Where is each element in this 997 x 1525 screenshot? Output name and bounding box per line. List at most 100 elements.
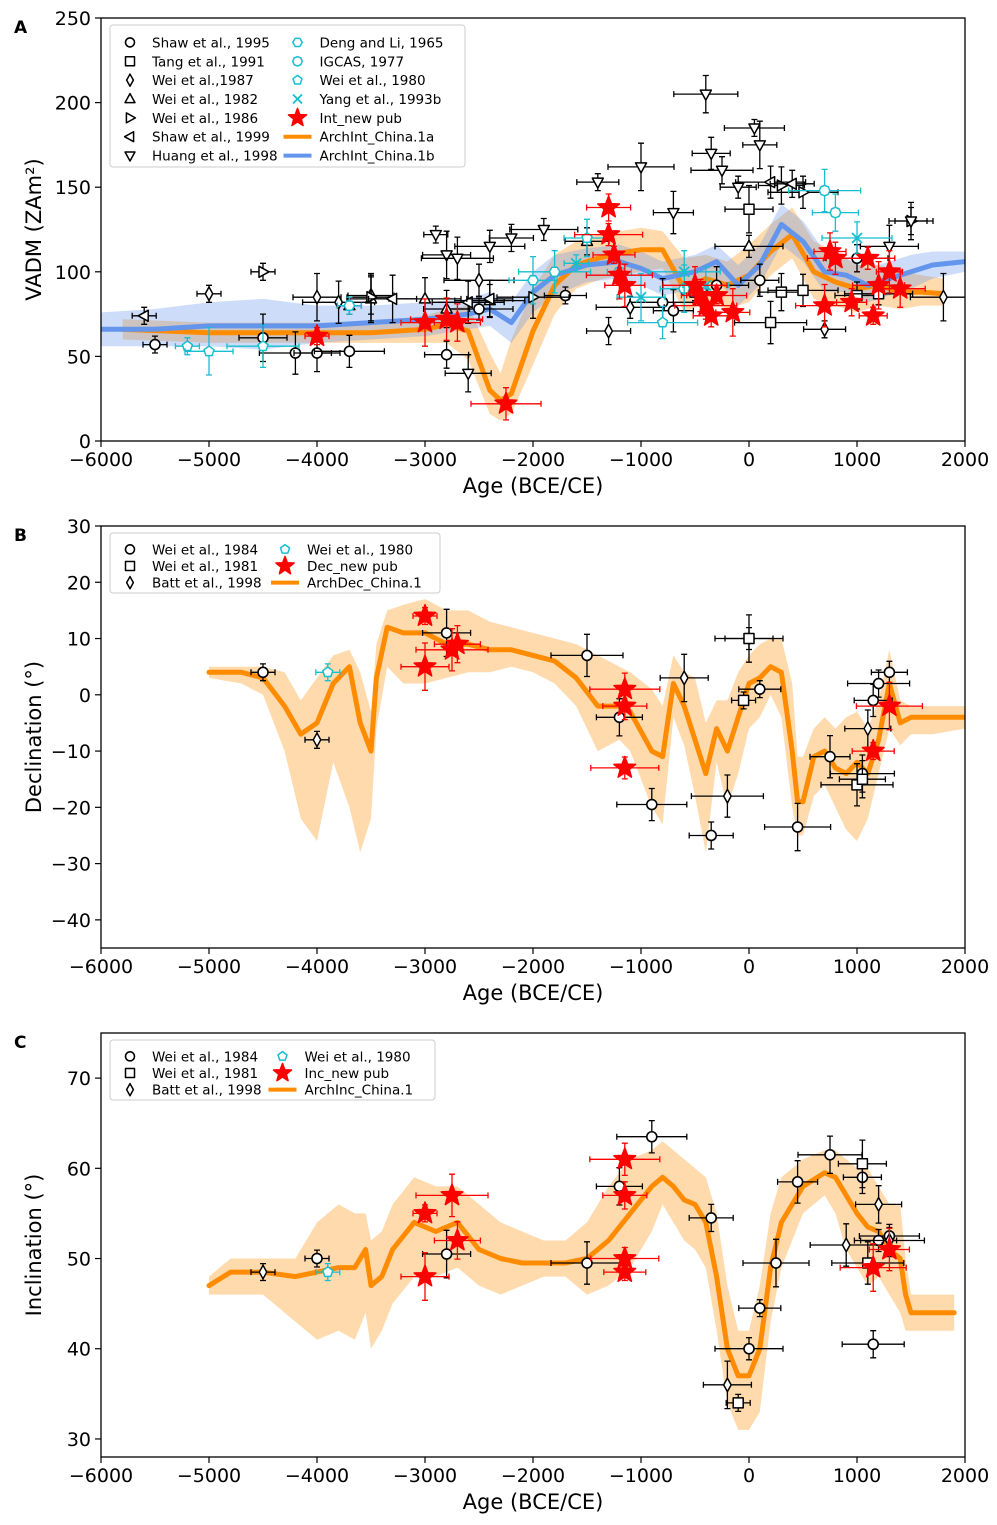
data-point (591, 177, 605, 189)
legend-label: Inc_new pub (305, 1066, 390, 1082)
legend-label: Int_new pub (320, 111, 402, 127)
legend-marker (279, 543, 291, 554)
legend-label: Shaw et al., 1999 (152, 130, 270, 146)
y-tick-label: −10 (51, 741, 91, 763)
data-point (863, 721, 873, 737)
data-point (311, 347, 323, 359)
uncertainty-band (209, 1141, 955, 1430)
data-point (753, 140, 767, 152)
legend-entry: Wei et al., 1980 (292, 73, 426, 89)
data-point (635, 291, 647, 303)
x-tick-label: −4000 (285, 956, 349, 978)
x-axis-label: Age (BCE/CE) (463, 474, 604, 498)
data-point (856, 246, 880, 269)
data-point (861, 303, 885, 326)
data-point (888, 276, 912, 299)
data-point (743, 1342, 755, 1355)
data-point (823, 246, 847, 269)
legend-entry: Shaw et al., 1995 (124, 35, 270, 51)
data-point (798, 186, 810, 199)
y-axis-label: Inclination (°) (22, 1174, 46, 1317)
data-point (699, 89, 713, 101)
legend-marker (125, 1082, 135, 1097)
x-tick-label: 1000 (833, 956, 881, 978)
data-point (877, 1237, 901, 1260)
data-point (625, 299, 635, 315)
data-point (570, 257, 582, 269)
data-point (613, 273, 637, 296)
legend-label: Deng and Li, 1965 (320, 35, 444, 51)
data-point (181, 340, 194, 352)
legend-label: Tang et al., 1991 (151, 54, 265, 70)
data-point (656, 296, 669, 309)
x-tick-label: 2000 (941, 956, 989, 978)
data-point (440, 348, 453, 361)
model-curve (101, 221, 965, 332)
legend-frame (109, 532, 441, 594)
legend-entry: IGCAS, 1977 (292, 54, 404, 70)
data-point (874, 1196, 884, 1212)
data-point (678, 266, 690, 278)
legend-label: Wei et al., 1982 (152, 92, 258, 108)
y-tick-label: −40 (51, 910, 91, 932)
legend-marker (124, 560, 136, 572)
data-point (722, 788, 732, 804)
y-tick-label: −20 (51, 797, 91, 819)
x-tick-label: −3000 (393, 956, 457, 978)
uncertainty-band (209, 599, 965, 853)
data-point (775, 286, 788, 298)
x-tick-label: −5000 (177, 449, 241, 471)
legend-label: Shaw et al., 1995 (152, 35, 270, 51)
legend-entry: Wei et al.,1987 (125, 73, 254, 89)
data-point (753, 274, 766, 287)
legend-entry: Wei et al., 1980 (279, 542, 413, 558)
legend-label: Wei et al., 1980 (307, 542, 413, 558)
chart-panel-a: −6000 −5000 −4000 −3000 −2000 −1000 0 1000 2000 0… (14, 8, 989, 498)
data-point (791, 821, 804, 833)
data-point (776, 179, 789, 192)
legend-entry: Inc_new pub (272, 1062, 390, 1082)
legend-label: Batt et al., 1998 (152, 1083, 262, 1099)
y-tick-label: 10 (67, 629, 91, 651)
data-point (667, 304, 680, 317)
data-point (445, 310, 469, 333)
x-tick-label: −4000 (285, 449, 349, 471)
panel-letter: A (14, 18, 28, 38)
model-curve (206, 624, 965, 805)
legend-marker (123, 131, 135, 143)
legend-entry: Wei et al., 1984 (124, 1049, 258, 1065)
plot-area (101, 74, 965, 421)
legend-entry: Wei et al., 1984 (124, 542, 258, 558)
data-point (840, 290, 864, 313)
legend-label: ArchInt_China.1b (320, 149, 435, 165)
x-tick-label: −2000 (501, 1465, 565, 1487)
legend-entry: Wei et al., 1986 (125, 111, 258, 127)
legend-label: ArchInt_China.1a (320, 130, 435, 146)
data-point (413, 654, 437, 677)
x-tick-label: −1000 (609, 449, 673, 471)
legend-marker (277, 1050, 288, 1061)
data-point (445, 632, 469, 655)
y-tick-label: 30 (67, 516, 91, 538)
legend-entry: Dec_new pub (275, 555, 398, 575)
legend-entry: Wei et al., 1982 (124, 92, 258, 108)
legend-label: Dec_new pub (307, 559, 398, 575)
legend-label: Wei et al.,1987 (152, 73, 254, 89)
data-point (938, 289, 948, 305)
data-point (461, 368, 475, 381)
y-tick-label: 200 (55, 93, 91, 115)
legend-marker (125, 73, 135, 87)
data-point (856, 773, 869, 785)
data-point (312, 732, 322, 748)
data-point (743, 632, 755, 645)
panel-letter: C (14, 1033, 26, 1053)
data-point (705, 829, 718, 842)
data-point (872, 677, 885, 690)
legend-label: Wei et al., 1981 (152, 559, 258, 575)
data-point (613, 1147, 637, 1170)
model-curve (206, 1170, 957, 1379)
x-tick-label: −1000 (609, 1465, 673, 1487)
data-point (440, 250, 453, 262)
